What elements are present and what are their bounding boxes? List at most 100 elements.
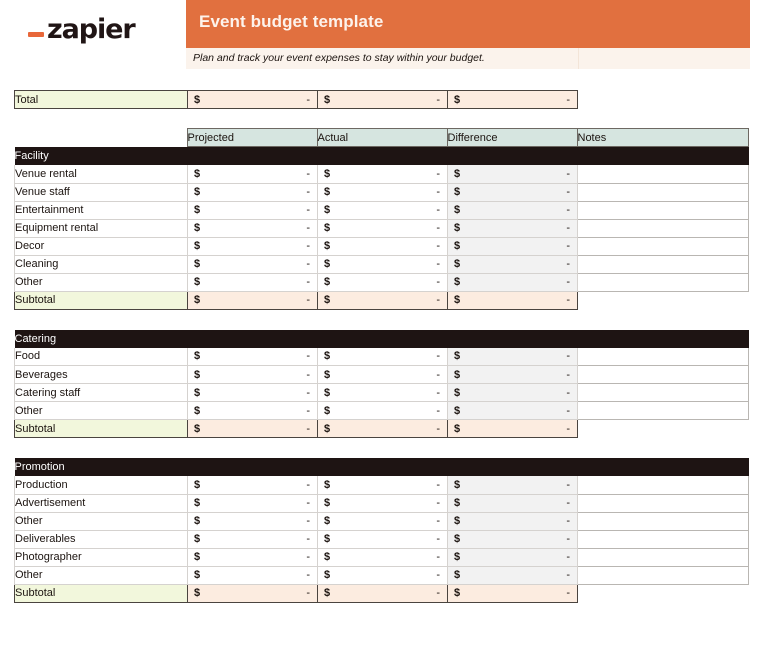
row-label[interactable]: Other [14,401,188,420]
row-label[interactable]: Entertainment [14,201,188,220]
row-difference[interactable]: $ - [447,548,578,567]
row-notes[interactable] [577,255,749,274]
row-projected[interactable]: $ - [187,347,318,366]
row-difference[interactable]: $ - [447,219,578,238]
row-actual[interactable]: $ - [317,365,448,384]
row-actual[interactable]: $ - [317,512,448,531]
subtotal-difference[interactable]: $ - [447,290,578,310]
row-difference[interactable]: $ - [447,165,578,184]
column-header-projected[interactable]: Projected [186,128,318,147]
row-actual[interactable]: $ - [317,383,448,402]
row-notes[interactable] [577,383,749,402]
row-difference[interactable]: $ - [447,183,578,202]
row-difference[interactable]: $ - [447,347,578,366]
row-difference[interactable]: $ - [447,530,578,549]
row-label[interactable]: Production [14,476,188,495]
row-difference[interactable]: $ - [447,494,578,513]
row-projected[interactable]: $ - [187,255,318,274]
row-notes[interactable] [577,273,749,292]
row-label[interactable]: Other [14,512,188,531]
row-projected[interactable]: $ - [187,548,318,567]
row-notes[interactable] [577,566,749,585]
row-notes[interactable] [577,347,749,366]
subtotal-actual[interactable]: $ - [317,290,448,310]
subtotal-projected[interactable]: $ - [187,290,318,310]
row-difference[interactable]: $ - [447,273,578,292]
subtotal-projected[interactable]: $ - [187,419,318,438]
row-projected[interactable]: $ - [187,183,318,202]
subtotal-difference[interactable]: $ - [447,583,578,603]
row-actual[interactable]: $ - [317,347,448,366]
grand-total-actual[interactable]: $ - [317,90,448,109]
row-notes[interactable] [577,183,749,202]
row-label[interactable]: Catering staff [14,383,188,402]
row-notes[interactable] [577,219,749,238]
row-actual[interactable]: $ - [317,237,448,256]
row-notes[interactable] [577,494,749,513]
row-difference[interactable]: $ - [447,237,578,256]
row-notes[interactable] [577,530,749,549]
row-label[interactable]: Decor [14,237,188,256]
row-difference[interactable]: $ - [447,255,578,274]
row-difference[interactable]: $ - [447,566,578,585]
row-actual[interactable]: $ - [317,494,448,513]
row-actual[interactable]: $ - [317,201,448,220]
row-projected[interactable]: $ - [187,165,318,184]
row-notes[interactable] [577,512,749,531]
row-difference[interactable]: $ - [447,365,578,384]
row-projected[interactable]: $ - [187,476,318,495]
row-difference[interactable]: $ - [447,512,578,531]
row-projected[interactable]: $ - [187,530,318,549]
row-projected[interactable]: $ - [187,401,318,420]
subtotal-projected[interactable]: $ - [187,583,318,603]
row-actual[interactable]: $ - [317,273,448,292]
row-actual[interactable]: $ - [317,548,448,567]
row-actual[interactable]: $ - [317,401,448,420]
row-difference[interactable]: $ - [447,476,578,495]
row-notes[interactable] [577,365,749,384]
grand-total-difference[interactable]: $ - [447,90,578,109]
row-notes[interactable] [577,237,749,256]
row-projected[interactable]: $ - [187,219,318,238]
row-notes[interactable] [577,401,749,420]
row-projected[interactable]: $ - [187,273,318,292]
column-header-actual[interactable]: Actual [316,128,448,147]
row-projected[interactable]: $ - [187,566,318,585]
row-projected[interactable]: $ - [187,383,318,402]
row-actual[interactable]: $ - [317,183,448,202]
row-actual[interactable]: $ - [317,476,448,495]
row-label[interactable]: Advertisement [14,494,188,513]
row-difference[interactable]: $ - [447,383,578,402]
grand-total-projected[interactable]: $ - [187,90,318,109]
row-difference[interactable]: $ - [447,201,578,220]
row-difference[interactable]: $ - [447,401,578,420]
row-label[interactable]: Venue rental [14,165,188,184]
row-actual[interactable]: $ - [317,165,448,184]
row-actual[interactable]: $ - [317,566,448,585]
row-projected[interactable]: $ - [187,512,318,531]
row-actual[interactable]: $ - [317,219,448,238]
row-notes[interactable] [577,201,749,220]
row-label[interactable]: Deliverables [14,530,188,549]
row-label[interactable]: Equipment rental [14,219,188,238]
row-actual[interactable]: $ - [317,530,448,549]
row-actual[interactable]: $ - [317,255,448,274]
subtotal-actual[interactable]: $ - [317,419,448,438]
row-label[interactable]: Venue staff [14,183,188,202]
subtotal-difference[interactable]: $ - [447,419,578,438]
row-notes[interactable] [577,476,749,495]
row-projected[interactable]: $ - [187,201,318,220]
row-notes[interactable] [577,548,749,567]
row-projected[interactable]: $ - [187,494,318,513]
row-label[interactable]: Other [14,273,188,292]
column-header-notes[interactable]: Notes [576,128,749,147]
row-label[interactable]: Cleaning [14,255,188,274]
subtotal-actual[interactable]: $ - [317,583,448,603]
row-projected[interactable]: $ - [187,365,318,384]
row-notes[interactable] [577,165,749,184]
row-label[interactable]: Beverages [14,365,188,384]
row-label[interactable]: Food [14,347,188,366]
column-header-difference[interactable]: Difference [446,128,578,147]
row-projected[interactable]: $ - [187,237,318,256]
row-label[interactable]: Photographer [14,548,188,567]
